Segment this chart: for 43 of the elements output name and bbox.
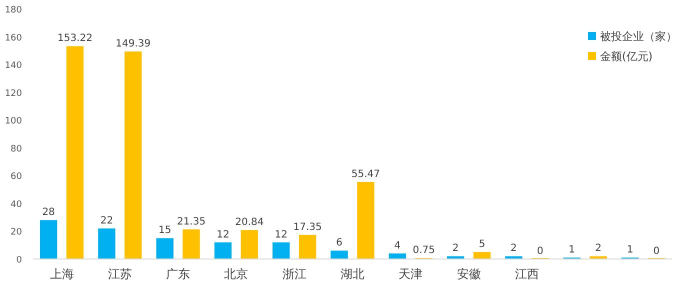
legend-label: 金额(亿元)	[600, 50, 653, 63]
y-tick-label: 100	[4, 116, 22, 127]
y-tick-label: 40	[10, 200, 22, 210]
data-label: 12	[274, 229, 288, 240]
data-label: 1	[568, 244, 576, 256]
x-tick-label: 广东	[166, 267, 190, 281]
y-tick-label: 0	[16, 256, 22, 266]
data-label: 0	[653, 246, 660, 257]
y-tick-label: 60	[10, 172, 22, 182]
y-tick-label: 120	[4, 88, 22, 99]
data-label: 55.47	[351, 168, 380, 180]
x-tick-label: 江苏	[108, 267, 132, 281]
data-label: 149.39	[116, 38, 151, 50]
y-tick-label: 180	[4, 6, 22, 16]
data-label: 17.35	[293, 222, 322, 233]
data-label: 0.75	[412, 244, 435, 256]
y-tick-label: 160	[4, 33, 22, 44]
y-tick-label: 80	[10, 144, 22, 154]
data-label: 15	[158, 225, 172, 236]
x-tick-label: 浙江	[282, 267, 306, 281]
x-tick-label: 北京	[224, 267, 248, 281]
data-label: 153.22	[57, 33, 92, 44]
y-tick-label: 140	[4, 61, 22, 72]
x-tick-label: 上海	[50, 267, 74, 281]
x-tick-label: 天津	[398, 267, 423, 281]
data-label: 22	[100, 215, 114, 226]
data-label: 2	[452, 243, 459, 254]
data-label: 20.84	[235, 217, 264, 228]
x-tick-label: 安徽	[456, 267, 481, 281]
data-label: 12	[216, 229, 230, 240]
data-label: 2	[510, 243, 517, 254]
data-label: 5	[478, 239, 486, 250]
legend-label: 被投企业（家）	[600, 30, 677, 43]
data-label: 28	[42, 207, 55, 218]
data-label: 21.35	[176, 216, 206, 228]
data-label: 6	[336, 238, 342, 249]
y-tick-label: 20	[10, 228, 22, 238]
x-tick-label: 湖北	[340, 267, 364, 281]
data-label: 2	[595, 243, 602, 254]
data-label: 1	[626, 244, 634, 256]
x-tick-label: 江西	[514, 267, 539, 281]
data-label: 4	[394, 240, 401, 252]
data-label: 0	[536, 246, 544, 257]
